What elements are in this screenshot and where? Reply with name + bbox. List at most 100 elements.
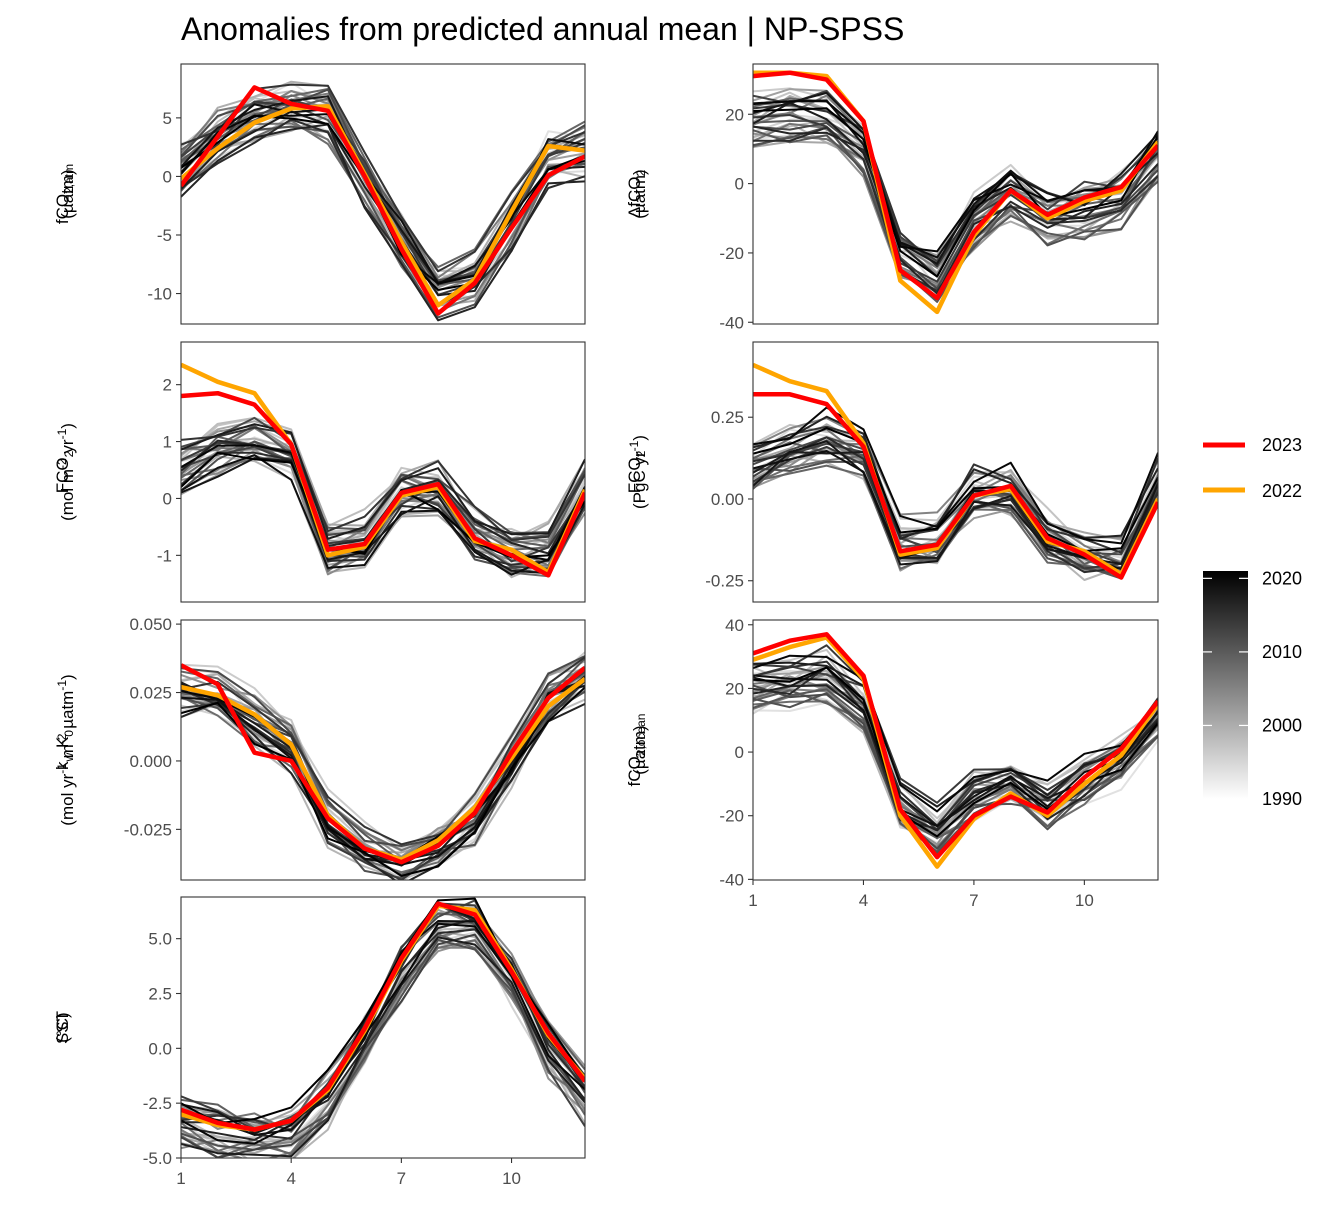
y-tick-label: -20: [719, 244, 744, 263]
year-line-2020: [181, 922, 585, 1145]
year-lines: [181, 80, 585, 322]
year-line-2019: [181, 684, 585, 866]
year-line-2021: [753, 107, 1158, 278]
year-line-2016: [181, 123, 585, 322]
y-tick-label: 2.5: [148, 985, 172, 1004]
y-axis-label: fCO2,atm(µatm): [53, 164, 77, 224]
line-2023: [181, 663, 585, 865]
y-tick-label: -20: [719, 807, 744, 826]
colorbar-label: 2020: [1262, 568, 1302, 588]
y-tick-label: 0: [735, 175, 744, 194]
y-tick-label: 0.25: [711, 408, 744, 427]
y-tick-label: 20: [725, 679, 744, 698]
panel-frame: [180, 896, 586, 1159]
y-tick-label: 0.00: [711, 490, 744, 509]
year-line-2020: [753, 654, 1158, 813]
y-tick-label: 20: [725, 105, 744, 124]
panel-frame: [180, 341, 586, 603]
y-tick-label: -5: [157, 226, 172, 245]
y-tick-label: -0.025: [124, 820, 172, 839]
line-2023: [753, 392, 1158, 580]
year-line-2020: [753, 100, 1158, 253]
year-line-1997: [181, 930, 585, 1144]
y-axis-label: kw K0(mol yr-1 m-2 µatm-1): [53, 674, 77, 825]
figure-title: Anomalies from predicted annual mean | N…: [181, 11, 904, 47]
y-tick-label: 5.0: [148, 930, 172, 949]
y-tick-label: 0: [163, 167, 172, 186]
year-line-2017: [181, 423, 585, 540]
year-line-2016: [181, 700, 585, 880]
y-tick-label: -5.0: [143, 1149, 172, 1168]
year-lines: [753, 644, 1158, 855]
y-tick-label: 0.025: [129, 684, 172, 703]
x-tick-label: 7: [969, 891, 978, 910]
y-tick-label: -40: [719, 313, 744, 332]
panel-fco2ocean: 40 20 0 -20 -401 4 7 10 fCO2,ocean(µatm): [625, 616, 1159, 910]
panel-sst: 5.0 2.5 0.0 -2.5 -5.01 4 7 10 SST(°C): [53, 896, 586, 1188]
y-axis-label: SST(°C): [53, 1011, 72, 1044]
line-2023: [181, 85, 585, 316]
year-line-2016: [753, 415, 1158, 540]
x-tick-label: 10: [1075, 891, 1094, 910]
year-line-2014: [753, 660, 1158, 827]
year-line-2015: [753, 436, 1158, 574]
legend: 2023 2022 2020 2010 2000 1990: [1203, 435, 1302, 809]
year-line-2021: [753, 427, 1158, 552]
colorbar-ticks: 2020 2010 2000 1990: [1203, 568, 1302, 809]
y-tick-label: 40: [725, 616, 744, 635]
y-tick-label: -0.25: [705, 572, 744, 591]
year-line-1994: [753, 648, 1158, 820]
year-line-2020: [753, 406, 1158, 545]
y-axis-label: FCO2(mol m-2 yr-1): [53, 423, 77, 521]
line-2023: [753, 70, 1158, 301]
panel-fco2atm: 5 0 -5 -10 fCO2,atm(µatm): [53, 63, 586, 325]
panel-dfco2: 20 0 -20 -40 ΔfCO2(µatm): [625, 63, 1159, 332]
year-line-2016: [753, 125, 1158, 295]
colorbar-label: 2000: [1262, 715, 1302, 735]
year-line-1997: [181, 660, 585, 852]
year-lines: [181, 897, 585, 1158]
colorbar-label: 1990: [1262, 789, 1302, 809]
y-tick-label: 0.0: [148, 1039, 172, 1058]
y-tick-label: 1: [163, 433, 172, 452]
x-tick-label: 7: [397, 1169, 406, 1188]
x-tick-label: 4: [859, 891, 868, 910]
year-line-2011: [181, 655, 585, 847]
y-tick-label: -40: [719, 870, 744, 889]
panel-frame: [180, 619, 586, 881]
y-axis-label: ΔfCO2(µatm): [625, 169, 649, 218]
year-line-2015: [181, 928, 585, 1140]
line-2023: [181, 901, 585, 1132]
line-2022: [753, 70, 1158, 315]
year-line-2011: [753, 684, 1158, 850]
line-2022: [181, 676, 585, 862]
year-line-2012: [181, 933, 585, 1158]
panels: 50-5-10fCO2,atm(µatm)200-20-40ΔfCO2(µatm…: [53, 63, 1159, 1188]
year-line-2007: [181, 933, 585, 1158]
year-lines: [181, 651, 585, 880]
legend-label-2023: 2023: [1262, 435, 1302, 455]
y-tick-label: 2: [163, 376, 172, 395]
year-lines: [181, 416, 585, 579]
year-line-1995: [181, 927, 585, 1143]
y-tick-label: 0.000: [129, 752, 172, 771]
year-line-2014: [181, 656, 585, 846]
y-axis-label: fCO2,ocean(µatm): [625, 714, 649, 787]
x-tick-label: 4: [286, 1169, 295, 1188]
panel-frame: [180, 63, 586, 325]
y-tick-label: 0.050: [129, 615, 172, 634]
year-line-2013: [753, 114, 1158, 283]
y-tick-label: -2.5: [143, 1094, 172, 1113]
colorbar-label: 2010: [1262, 642, 1302, 662]
year-line-1993: [181, 922, 585, 1149]
year-line-1995: [181, 416, 585, 541]
year-line-2017: [181, 936, 585, 1158]
year-lines: [753, 406, 1158, 581]
panel-frame: [752, 341, 1159, 603]
panel-kwk0: 0.050 0.025 0.000 -0.025 kw K0(mol yr-1 m-2 …: [53, 615, 586, 881]
year-line-1995: [753, 654, 1158, 824]
y-axis-label: FCO2(PgC yr-1): [625, 435, 649, 509]
panel-fco2flux_pg: 0.25 0.00 -0.25 FCO2(PgC yr-1): [625, 341, 1159, 603]
year-colorbar: [1203, 571, 1248, 799]
